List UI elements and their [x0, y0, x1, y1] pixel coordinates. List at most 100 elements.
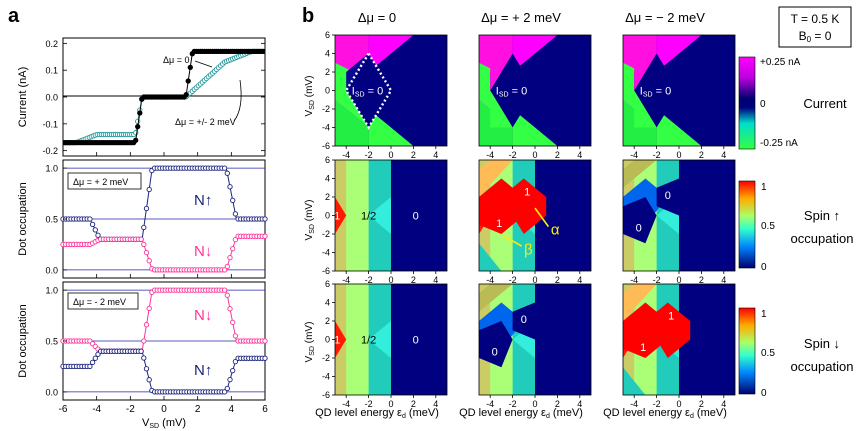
blockade-diamond — [634, 53, 679, 128]
x-tick-label: 6 — [262, 404, 268, 415]
x-tick-label: 2 — [411, 399, 416, 409]
label-n-up: N↑ — [194, 362, 212, 379]
spin-region — [623, 160, 657, 188]
x-tick-label: 2 — [699, 275, 704, 285]
x-tick-label: -4 — [630, 275, 638, 285]
y-ticks: 1.0 0.5 0.0 — [45, 286, 67, 397]
empty-region — [535, 284, 591, 395]
empty-region — [391, 160, 447, 271]
occupation-series-marker — [227, 306, 233, 312]
x-tick-label: 0 — [676, 399, 681, 409]
y-tick-label: 0.5 — [45, 337, 58, 347]
x-tick-label: -2 — [509, 399, 517, 409]
panel-b-label: b — [302, 5, 314, 27]
current-map: ISD = 0 — [479, 35, 591, 146]
spin-region — [512, 215, 535, 271]
empty-region — [479, 321, 513, 368]
occupation-series-marker — [141, 224, 147, 231]
negative-current-region — [656, 109, 702, 146]
positive-current-region — [656, 35, 702, 72]
column-title: Δμ = + 2 meV — [481, 10, 561, 25]
region-label: 0 — [492, 347, 498, 359]
spin-region — [479, 243, 502, 271]
x-tick-label: 4 — [577, 150, 582, 160]
occupation-series-marker — [89, 359, 96, 366]
occupation-series-marker — [224, 385, 230, 392]
info-box: T = 0.5 K B0 = 0 — [778, 6, 852, 48]
y-tick-label: 1.0 — [45, 286, 58, 296]
x-tick-label: 0 — [676, 150, 681, 160]
occupation-series-marker — [230, 367, 236, 374]
y-tick-label: 0.0 — [45, 387, 58, 397]
isd-zero-label: ISD = 0 — [496, 86, 527, 99]
x-tick-label: 4 — [229, 404, 235, 415]
full-occupation-region — [501, 178, 547, 234]
x-tick-label: 4 — [721, 150, 726, 160]
occupation-series-marker — [143, 249, 150, 256]
occupation-series-marker — [92, 227, 98, 233]
info-box-frame — [778, 6, 852, 48]
colorbar-tick: 0.5 — [761, 348, 775, 359]
y-tick-label: 4 — [325, 174, 330, 184]
x-tick-label: -4 — [486, 275, 494, 285]
panel-a-x-ticks: -6 -4 -2 0 2 4 6 — [59, 152, 268, 415]
occupation-series-marker — [92, 355, 98, 361]
empty-region — [512, 302, 547, 340]
region-label: 0 — [413, 211, 419, 223]
annotation-arrow — [194, 60, 213, 68]
y-tick-label: 0.0 — [45, 265, 58, 275]
panel-a-current-plot: 0.2 0.1 0.0 -0.1 -0.2 Current (nA) Δμ = 0 Δμ… — [17, 37, 266, 157]
occupation-series-marker — [146, 305, 152, 312]
column-title: Δμ = 0 — [358, 10, 396, 25]
x-tick-label: 4 — [721, 399, 726, 409]
x-tick-label: -2 — [509, 150, 517, 160]
occupation-series-marker — [227, 254, 233, 261]
x-tick-label: 0 — [388, 150, 393, 160]
colorbar-tick: -0.25 nA — [760, 138, 798, 149]
x-tick-label: -4 — [342, 275, 350, 285]
region-label: 0 — [665, 190, 671, 202]
blockade-diamond — [490, 53, 535, 128]
x-tick-label: 2 — [699, 150, 704, 160]
label-n-up: N↑ — [194, 192, 212, 209]
alpha-pointer — [534, 207, 550, 228]
y-tick-label: -4 — [322, 123, 330, 133]
negative-current-region — [490, 90, 513, 128]
occupation-series-marker — [146, 186, 152, 193]
occupation-series-marker — [138, 236, 144, 242]
spin-region — [623, 367, 646, 395]
occupation-series-marker — [87, 363, 93, 370]
x-tick-label: 0 — [388, 399, 393, 409]
current-map: ISD = 0 — [623, 35, 735, 146]
occupation-series-marker — [141, 355, 147, 361]
colorbar-tick: 0.5 — [761, 221, 775, 232]
x-tick-label: -4 — [342, 150, 350, 160]
negative-current-region — [368, 109, 414, 146]
occupation-series-marker — [224, 292, 230, 298]
occupation-series-marker — [224, 263, 230, 270]
spin-occupation-map: 1 1/2 0 — [334, 160, 447, 271]
y-tick-label: 2 — [325, 67, 330, 77]
x-tick-label: -4 — [486, 150, 494, 160]
heatmap-ylabel: VSD (mV) — [304, 76, 316, 117]
spin-occupation-map: 11 — [623, 284, 735, 395]
y-tick-label: 2 — [325, 316, 330, 326]
spin-occupation-map: 00 — [623, 160, 735, 271]
temperature-label: T = 0.5 K — [791, 12, 840, 26]
x-tick-label: 2 — [555, 150, 560, 160]
series-zero-marker — [133, 137, 139, 143]
legend-box — [67, 292, 139, 310]
empty-region — [535, 160, 591, 271]
occupation-series-marker — [95, 232, 101, 238]
spin-region — [656, 215, 679, 271]
spin-region — [623, 284, 657, 321]
occupation-ylabel-plus: Dot occupation — [17, 182, 29, 255]
x-tick-label: 2 — [555, 275, 560, 285]
positive-current-region — [368, 35, 414, 72]
x-tick-label: 0 — [388, 275, 393, 285]
spin-occupation-map: 1 1/2 0 — [334, 284, 447, 395]
occupation-series-marker — [227, 376, 233, 383]
occupation-series-marker — [89, 221, 96, 228]
alpha-label: α — [551, 221, 560, 238]
